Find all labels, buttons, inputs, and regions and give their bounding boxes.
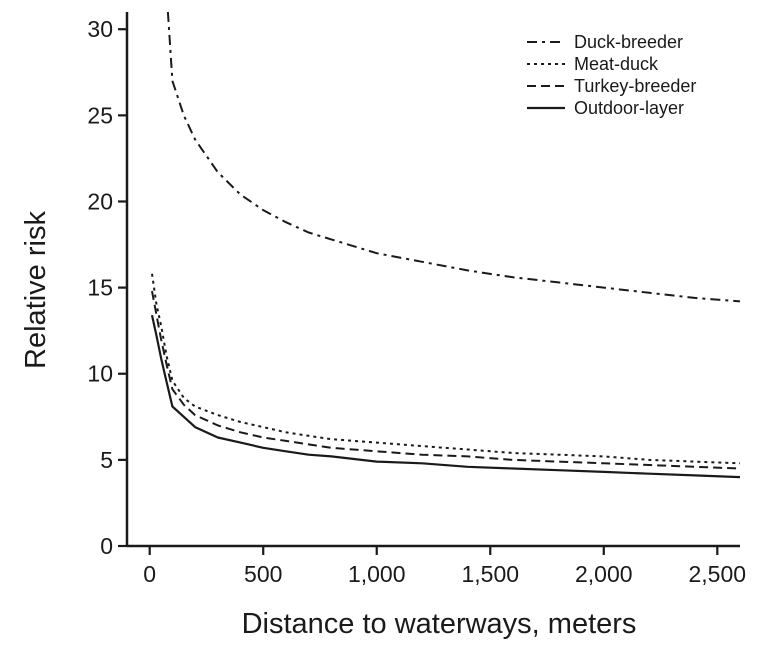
legend-label: Outdoor-layer xyxy=(574,98,684,118)
y-tick-label: 30 xyxy=(87,16,113,42)
series-line-turkey-breeder xyxy=(151,290,741,470)
legend-label: Turkey-breeder xyxy=(574,76,696,96)
y-axis-title: Relative risk xyxy=(20,211,52,369)
legend-label: Duck-breeder xyxy=(574,32,683,52)
legend-label: Meat-duck xyxy=(574,54,659,74)
series-line-outdoor-layer xyxy=(150,314,741,479)
axes: 0 5 10 15 20 25 30 0 500 1,000 1,500 2,000 2,500 xyxy=(87,12,746,587)
y-tick-label: 15 xyxy=(87,275,113,301)
y-tick-label: 5 xyxy=(100,447,113,473)
x-axis-title: Distance to waterways, meters xyxy=(242,608,637,640)
x-tick-label: 2,500 xyxy=(689,561,747,587)
x-tick-label: 1,000 xyxy=(348,561,406,587)
x-tick-label: 0 xyxy=(143,561,156,587)
y-tick-label: 10 xyxy=(87,361,113,387)
series-line-duck-breeder xyxy=(166,11,741,303)
y-tick-label: 25 xyxy=(87,102,113,128)
x-tick-label: 2,000 xyxy=(575,561,633,587)
x-tick-label: 500 xyxy=(244,561,282,587)
legend: Duck-breederMeat-duckTurkey-breederOutdo… xyxy=(527,32,696,118)
series-lines xyxy=(150,11,741,479)
y-tick-label: 20 xyxy=(87,188,113,214)
x-tick-label: 1,500 xyxy=(461,561,519,587)
y-tick-label: 0 xyxy=(100,533,113,559)
series-line-meat-duck xyxy=(151,273,741,465)
